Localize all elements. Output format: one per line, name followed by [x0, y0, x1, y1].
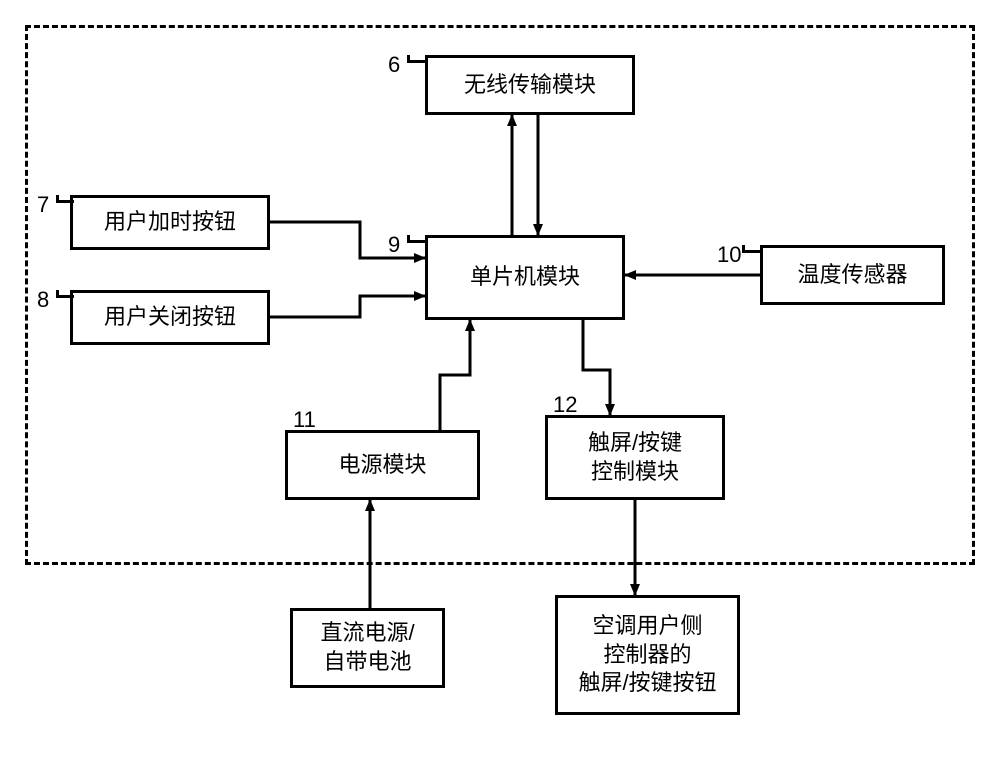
diagram-canvas: 无线传输模块 6 用户加时按钮 7 用户关闭按钮 8 单片机模块 9 温度传感器… [0, 0, 1000, 764]
edges-layer [0, 0, 1000, 764]
